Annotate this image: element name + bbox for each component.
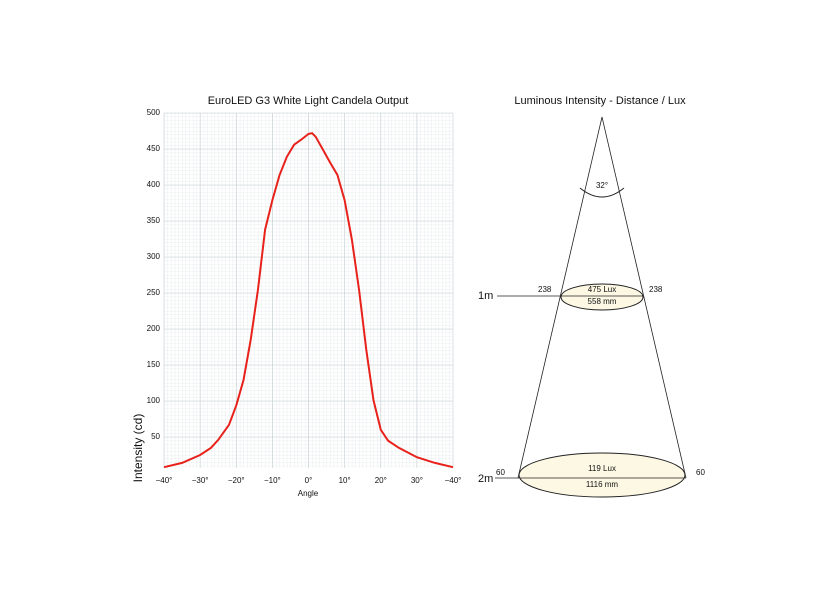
- y-tick-label: 400: [147, 180, 161, 189]
- y-tick-label: 100: [147, 396, 161, 405]
- distance-label: 1m: [478, 290, 493, 302]
- edge-lux: 238: [538, 285, 552, 294]
- y-tick-label: 50: [151, 432, 160, 441]
- edge-lux: 238: [649, 285, 663, 294]
- edge-lux: 60: [696, 468, 705, 477]
- x-tick-label: −40°: [445, 476, 462, 485]
- y-tick-label: 450: [147, 144, 161, 153]
- angle-label: 32°: [596, 181, 608, 190]
- x-tick-label: −10°: [264, 476, 281, 485]
- edge-lux: 60: [496, 468, 505, 477]
- center-lux: 119 Lux: [588, 464, 616, 473]
- x-tick-label: 20°: [375, 476, 387, 485]
- line-chart: EuroLED G3 White Light Candela Output An…: [131, 95, 461, 498]
- beam-ellipse: [518, 452, 686, 498]
- data-line: [163, 132, 454, 469]
- x-tick-label: −40°: [156, 476, 173, 485]
- beam-ellipse: [560, 283, 644, 311]
- angle-arc: [579, 187, 625, 198]
- y-axis-label: Intensity (cd): [131, 414, 145, 483]
- y-tick-label: 300: [147, 252, 161, 261]
- x-tick-label: 0°: [305, 476, 313, 485]
- chart-title: EuroLED G3 White Light Candela Output: [208, 95, 409, 107]
- y-tick-label: 150: [147, 360, 161, 369]
- lux-diagram: Luminous Intensity - Distance / Lux 32° …: [478, 95, 705, 498]
- y-tick-label: 500: [147, 108, 161, 117]
- x-tick-label: 30°: [411, 476, 423, 485]
- distance-label: 2m: [478, 473, 493, 485]
- y-tick-label: 350: [147, 216, 161, 225]
- y-tick-label: 200: [147, 324, 161, 333]
- beam-edge: [517, 116, 687, 479]
- y-tick-label: 250: [147, 288, 161, 297]
- x-axis-label: Angle: [298, 489, 319, 498]
- center-lux: 475 Lux: [588, 285, 616, 294]
- diameter: 558 mm: [588, 297, 617, 306]
- diagram-title: Luminous Intensity - Distance / Lux: [514, 95, 686, 107]
- diameter: 1116 mm: [586, 480, 618, 489]
- x-tick-label: 10°: [339, 476, 351, 485]
- x-tick-label: −20°: [228, 476, 245, 485]
- x-tick-label: −30°: [192, 476, 209, 485]
